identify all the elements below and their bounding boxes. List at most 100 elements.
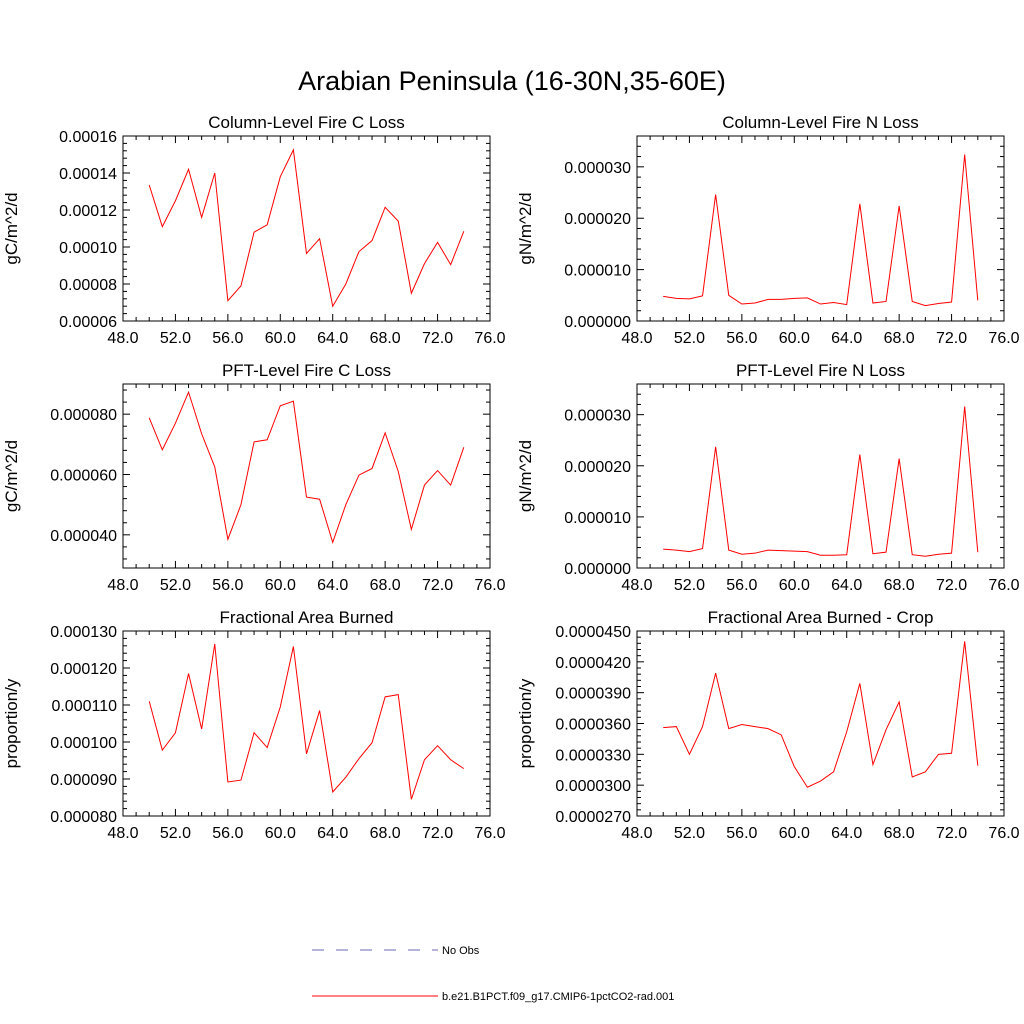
x-tick-label: 68.0 [884, 330, 915, 347]
x-tick-label: 68.0 [370, 577, 401, 594]
x-tick-label: 64.0 [317, 577, 348, 594]
x-tick-label: 72.0 [422, 825, 453, 842]
x-tick-label: 48.0 [621, 577, 652, 594]
x-tick-label: 64.0 [831, 577, 862, 594]
y-tick-label: 0.00014 [59, 166, 117, 183]
y-tick-label: 0.000000 [564, 561, 631, 578]
x-tick-label: 72.0 [936, 577, 967, 594]
x-tick-label: 56.0 [212, 330, 243, 347]
panel-title: PFT-Level Fire N Loss [736, 361, 905, 380]
x-tick-label: 76.0 [474, 330, 505, 347]
y-tick-label: 0.0000390 [555, 686, 631, 703]
panel-6: Fractional Area Burned - Crop proportion/… [516, 608, 1020, 842]
legend: No Obs b.e21.B1PCT.f09_g17.CMIP6-1pctCO2… [312, 945, 674, 1003]
y-tick-label: 0.000030 [564, 408, 631, 425]
panel-title: Fractional Area Burned - Crop [708, 608, 934, 627]
y-tick-label: 0.000080 [50, 809, 117, 826]
x-tick-label: 68.0 [884, 825, 915, 842]
x-tick-label: 52.0 [160, 825, 191, 842]
x-tick-label: 52.0 [160, 330, 191, 347]
series-line-model [663, 406, 979, 557]
y-tick-label: 0.000030 [564, 160, 631, 177]
x-tick-label: 52.0 [674, 577, 705, 594]
y-axis-title: gN/m^2/d [516, 192, 535, 264]
x-tick-label: 56.0 [212, 577, 243, 594]
x-tick-label: 56.0 [212, 825, 243, 842]
y-tick-label: 0.0000330 [555, 747, 631, 764]
y-tick-label: 0.000040 [50, 528, 117, 545]
panel-title: PFT-Level Fire C Loss [222, 361, 391, 380]
y-tick-label: 0.000000 [564, 314, 631, 331]
y-tick-label: 0.00012 [59, 203, 117, 220]
y-tick-label: 0.000020 [564, 211, 631, 228]
y-tick-label: 0.0000420 [555, 655, 631, 672]
x-tick-label: 72.0 [936, 330, 967, 347]
y-tick-label: 0.00008 [59, 277, 117, 294]
x-tick-label: 64.0 [831, 825, 862, 842]
panels: Column-Level Fire C Loss gC/m^2/d 48.0 52.0… [2, 113, 1020, 842]
y-tick-label: 0.000130 [50, 624, 117, 641]
x-tick-label: 60.0 [779, 330, 810, 347]
y-tick-label: 0.000010 [564, 510, 631, 527]
y-tick-label: 0.0000270 [555, 809, 631, 826]
series-line-model [148, 148, 465, 308]
y-axis-title: gC/m^2/d [2, 192, 21, 264]
x-tick-label: 48.0 [107, 825, 138, 842]
y-axis-title: proportion/y [2, 678, 21, 768]
panel-title: Fractional Area Burned [220, 608, 394, 627]
x-tick-label: 76.0 [474, 825, 505, 842]
y-tick-label: 0.000010 [564, 263, 631, 280]
panel-title: Column-Level Fire C Loss [208, 113, 405, 132]
x-tick-label: 56.0 [726, 577, 757, 594]
x-tick-label: 76.0 [474, 577, 505, 594]
x-tick-label: 64.0 [317, 330, 348, 347]
x-tick-label: 60.0 [779, 825, 810, 842]
main-title: Arabian Peninsula (16-30N,35-60E) [298, 66, 726, 96]
y-axis-title: gN/m^2/d [516, 440, 535, 512]
x-tick-label: 52.0 [160, 577, 191, 594]
y-tick-label: 0.00010 [59, 240, 117, 257]
y-tick-label: 0.00016 [59, 129, 117, 146]
x-tick-label: 68.0 [884, 577, 915, 594]
y-tick-label: 0.0000300 [555, 778, 631, 795]
series-line-model [148, 643, 465, 800]
legend-label-model: b.e21.B1PCT.f09_g17.CMIP6-1pctCO2-rad.00… [442, 991, 674, 1003]
y-tick-label: 0.000020 [564, 459, 631, 476]
x-tick-label: 68.0 [370, 330, 401, 347]
x-tick-label: 76.0 [988, 825, 1019, 842]
x-tick-label: 56.0 [726, 330, 757, 347]
y-tick-label: 0.000090 [50, 772, 117, 789]
x-tick-label: 72.0 [936, 825, 967, 842]
x-tick-label: 52.0 [674, 825, 705, 842]
panel-2: Column-Level Fire N Loss gN/m^2/d 48.0 52.0… [516, 113, 1020, 347]
y-axis-title: proportion/y [516, 678, 535, 768]
x-tick-label: 60.0 [265, 330, 296, 347]
x-tick-label: 60.0 [779, 577, 810, 594]
y-tick-label: 0.00006 [59, 314, 117, 331]
y-axis-title: gC/m^2/d [2, 440, 21, 512]
legend-label-obs: No Obs [442, 945, 480, 957]
x-tick-label: 56.0 [726, 825, 757, 842]
x-tick-label: 64.0 [831, 330, 862, 347]
y-tick-label: 0.0000450 [555, 624, 631, 641]
x-tick-label: 64.0 [317, 825, 348, 842]
panel-5: Fractional Area Burned proportion/y 48.0 52… [2, 608, 506, 842]
x-tick-label: 72.0 [422, 577, 453, 594]
x-tick-label: 48.0 [107, 577, 138, 594]
y-tick-label: 0.000080 [50, 407, 117, 424]
panel-title: Column-Level Fire N Loss [722, 113, 919, 132]
y-tick-label: 0.0000360 [555, 717, 631, 734]
x-tick-label: 60.0 [265, 577, 296, 594]
x-tick-label: 68.0 [370, 825, 401, 842]
x-tick-label: 72.0 [422, 330, 453, 347]
x-tick-label: 48.0 [621, 825, 652, 842]
x-tick-label: 76.0 [988, 577, 1019, 594]
y-tick-label: 0.000060 [50, 467, 117, 484]
x-tick-label: 48.0 [621, 330, 652, 347]
y-tick-label: 0.000100 [50, 735, 117, 752]
panel-1: Column-Level Fire C Loss gC/m^2/d 48.0 52.0… [2, 113, 506, 347]
x-tick-label: 52.0 [674, 330, 705, 347]
x-tick-label: 48.0 [107, 330, 138, 347]
panel-4: PFT-Level Fire N Loss gN/m^2/d 48.0 52.0 56.… [516, 361, 1020, 594]
panel-3: PFT-Level Fire C Loss gC/m^2/d 48.0 52.0 56.… [2, 361, 506, 594]
